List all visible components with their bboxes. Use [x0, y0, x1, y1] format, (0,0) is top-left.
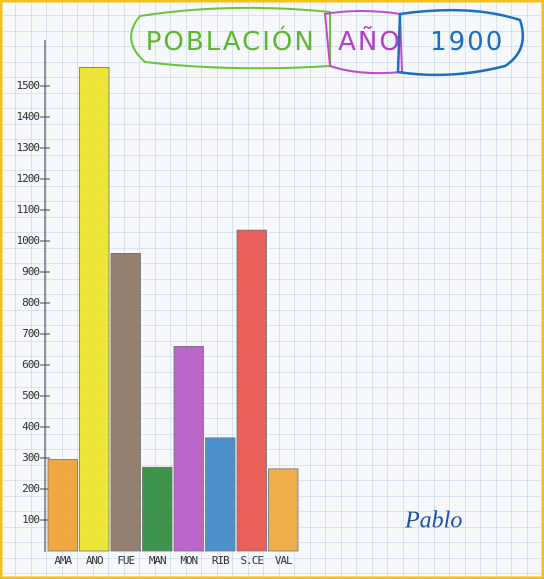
y-tick-label: 400 — [22, 420, 39, 433]
y-tick-label: 1500 — [17, 79, 40, 92]
title-part: POBLACIÓN — [146, 25, 316, 57]
title-part: 1900 — [430, 27, 504, 57]
chart: POBLACIÓN AÑO 1900 Pablo 100 200 300 400 500… — [0, 0, 544, 579]
y-tick-label: 1400 — [17, 110, 40, 123]
x-tick-label: AMA — [54, 554, 72, 567]
y-tick-label: 200 — [22, 482, 39, 495]
x-tick-label: MON — [180, 554, 197, 567]
bar — [269, 469, 299, 551]
bar — [174, 346, 204, 551]
x-tick-label: FUE — [117, 554, 134, 567]
y-tick-label: 900 — [22, 265, 39, 278]
bar — [206, 438, 236, 551]
bar — [48, 460, 78, 551]
x-tick-label: RIB — [212, 554, 230, 567]
y-tick-label: 100 — [22, 513, 39, 526]
y-tick-label: 1100 — [17, 203, 40, 216]
y-tick-label: 600 — [22, 358, 39, 371]
y-tick-label: 500 — [22, 389, 39, 402]
bar — [111, 253, 141, 551]
x-tick-label: VAL — [275, 554, 293, 567]
y-tick-label: 800 — [22, 296, 39, 309]
x-tick-label: MAN — [149, 554, 166, 567]
x-tick-label: S.CE — [241, 554, 264, 567]
y-tick-label: 300 — [22, 451, 39, 464]
y-tick-label: 1000 — [17, 234, 40, 247]
y-tick-label: 700 — [22, 327, 39, 340]
y-tick-label: 1200 — [17, 172, 40, 185]
signature: Pablo — [404, 508, 462, 534]
y-tick-label: 1300 — [17, 141, 40, 154]
bar — [237, 230, 267, 551]
chart-title: POBLACIÓN AÑO 1900 — [146, 25, 505, 57]
bar — [80, 67, 110, 551]
bar — [143, 467, 173, 551]
title-part: AÑO — [338, 25, 402, 57]
x-tick-label: ANO — [86, 554, 103, 567]
